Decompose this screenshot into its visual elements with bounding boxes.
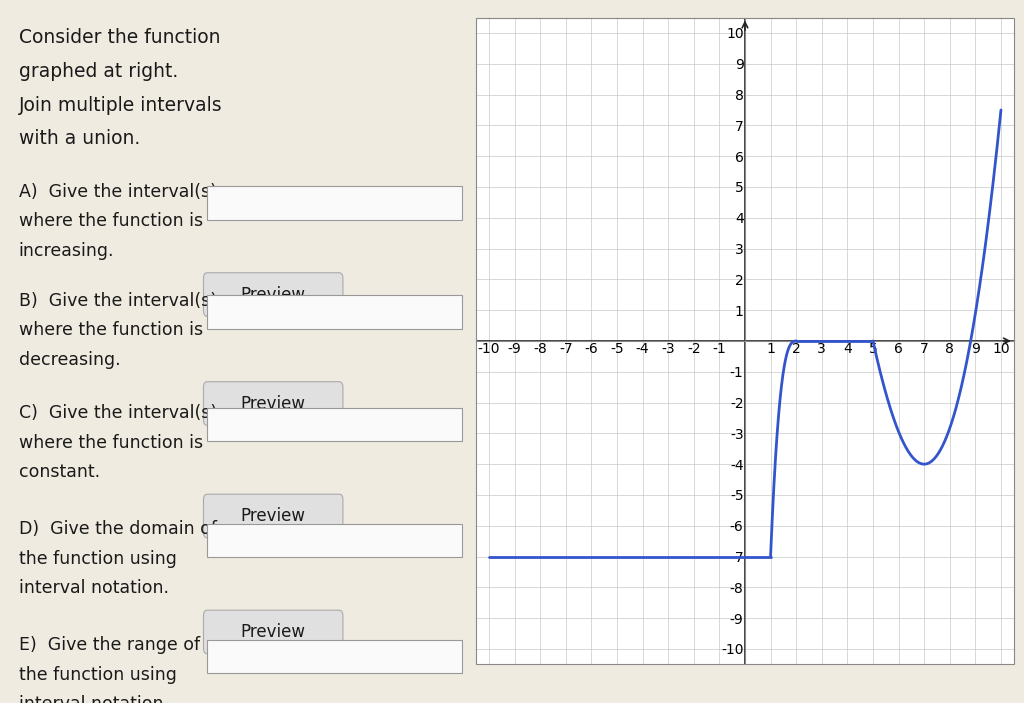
FancyBboxPatch shape [207, 408, 462, 441]
Text: increasing.: increasing. [18, 242, 115, 260]
Text: B)  Give the interval(s): B) Give the interval(s) [18, 292, 217, 310]
Text: where the function is: where the function is [18, 434, 203, 452]
Text: graphed at right.: graphed at right. [18, 62, 178, 81]
Text: where the function is: where the function is [18, 321, 203, 340]
FancyBboxPatch shape [204, 273, 343, 316]
Text: A)  Give the interval(s): A) Give the interval(s) [18, 183, 217, 201]
Text: decreasing.: decreasing. [18, 351, 121, 369]
FancyBboxPatch shape [207, 524, 462, 557]
Text: interval notation.: interval notation. [18, 695, 169, 703]
Text: Join multiple intervals: Join multiple intervals [18, 96, 222, 115]
FancyBboxPatch shape [207, 640, 462, 673]
Text: Preview: Preview [241, 285, 306, 304]
Text: with a union.: with a union. [18, 129, 140, 148]
Text: Preview: Preview [241, 507, 306, 525]
FancyBboxPatch shape [207, 295, 462, 329]
Text: C)  Give the interval(s): C) Give the interval(s) [18, 404, 217, 423]
Text: the function using: the function using [18, 666, 177, 684]
Text: interval notation.: interval notation. [18, 579, 169, 598]
Text: where the function is: where the function is [18, 212, 203, 231]
Text: constant.: constant. [18, 463, 100, 482]
FancyBboxPatch shape [204, 610, 343, 654]
Text: the function using: the function using [18, 550, 177, 568]
Text: D)  Give the domain of: D) Give the domain of [18, 520, 217, 538]
Text: E)  Give the range of: E) Give the range of [18, 636, 200, 654]
Text: Preview: Preview [241, 623, 306, 641]
FancyBboxPatch shape [204, 382, 343, 425]
Text: Preview: Preview [241, 394, 306, 413]
FancyBboxPatch shape [207, 186, 462, 220]
FancyBboxPatch shape [204, 494, 343, 538]
Text: Consider the function: Consider the function [18, 28, 220, 47]
